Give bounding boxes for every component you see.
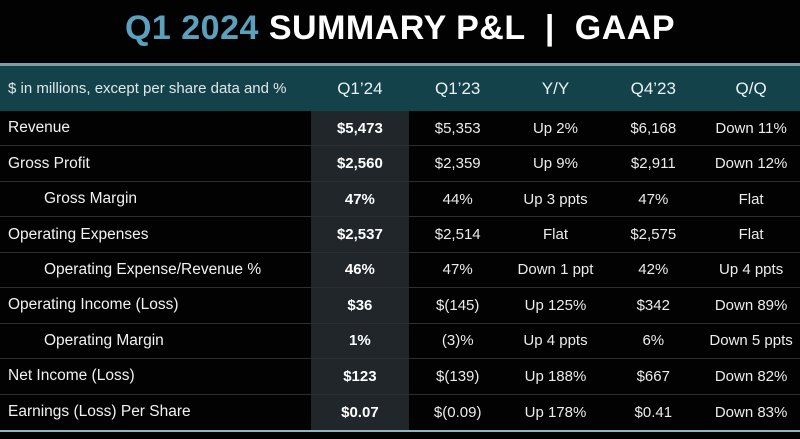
cell-qq: Down 12% <box>714 155 788 173</box>
row-label: Gross Profit <box>8 154 90 172</box>
table-row-net-income: Net Income (Loss) $123 $(139) Up 188% $6… <box>0 359 800 395</box>
cell-q1-23: 44% <box>442 190 473 208</box>
cell-yy: Up 9% <box>532 155 578 173</box>
bottom-divider <box>0 430 800 432</box>
cell-yy: Flat <box>542 226 568 244</box>
column-header-yy: Y/Y <box>541 78 570 98</box>
q1-24-column-highlight <box>311 111 409 430</box>
cell-q1-24: $2,560 <box>336 155 383 173</box>
row-label: Revenue <box>8 119 71 137</box>
cell-q1-23: $2,359 <box>434 155 481 173</box>
cell-yy: Up 2% <box>532 119 578 137</box>
cell-q1-24: $2,537 <box>336 226 383 244</box>
table-body: Revenue $5,473 $5,353 Up 2% $6,168 Down … <box>0 111 800 430</box>
cell-q1-23: $(0.09) <box>433 403 482 421</box>
cell-q4-23: 42% <box>638 261 669 279</box>
column-header-q4-23: Q4’23 <box>630 78 676 98</box>
cell-q1-24: 46% <box>344 261 375 279</box>
cell-q1-23: $(139) <box>436 367 480 385</box>
cell-q1-24: $5,473 <box>336 119 383 137</box>
cell-q4-23: $2,575 <box>630 226 677 244</box>
table-row-revenue: Revenue $5,473 $5,353 Up 2% $6,168 Down … <box>0 111 800 147</box>
cell-q1-23: $(145) <box>436 296 480 314</box>
page-title-quarter: Q1 2024 <box>124 8 259 47</box>
table-row-gross-profit: Gross Profit $2,560 $2,359 Up 9% $2,911 … <box>0 146 800 182</box>
table-row-gross-margin: Gross Margin 47% 44% Up 3 ppts 47% Flat <box>0 182 800 218</box>
row-label: Gross Margin <box>44 190 138 208</box>
cell-qq: Down 83% <box>714 403 788 421</box>
cell-yy: Up 188% <box>524 367 587 385</box>
cell-q1-23: $5,353 <box>434 119 481 137</box>
cell-yy: Up 4 ppts <box>523 332 588 350</box>
cell-q4-23: $6,168 <box>630 119 677 137</box>
cell-q4-23: $342 <box>636 296 670 314</box>
row-label: Earnings (Loss) Per Share <box>8 403 191 421</box>
cell-q1-24: $0.07 <box>341 403 379 421</box>
table-row-operating-margin: Operating Margin 1% (3)% Up 4 ppts 6% Do… <box>0 324 800 360</box>
slide-title-bar: Q1 2024 SUMMARY P&L | GAAP <box>0 0 800 56</box>
cell-q4-23: 47% <box>638 190 669 208</box>
cell-q1-23: (3)% <box>441 332 474 350</box>
table-row-eps: Earnings (Loss) Per Share $0.07 $(0.09) … <box>0 395 800 430</box>
column-header-qq: Q/Q <box>735 78 767 98</box>
cell-qq: Down 89% <box>714 296 788 314</box>
page-title-rest: SUMMARY P&L | GAAP <box>258 8 676 47</box>
table-row-operating-expenses: Operating Expenses $2,537 $2,514 Flat $2… <box>0 217 800 253</box>
cell-qq: Down 11% <box>715 119 787 137</box>
cell-q4-23: $667 <box>636 367 670 385</box>
column-header-q1-24: Q1’24 <box>337 78 383 98</box>
cell-yy: Up 3 ppts <box>523 190 588 208</box>
cell-q1-24: 1% <box>349 332 371 350</box>
page-title: Q1 2024 SUMMARY P&L | GAAP <box>125 9 675 48</box>
row-label: Operating Margin <box>44 331 164 349</box>
cell-q4-23: $0.41 <box>634 403 673 421</box>
units-note: $ in millions, except per share data and… <box>8 80 287 97</box>
column-header-q1-23: Q1’23 <box>435 78 481 98</box>
cell-yy: Down 1 ppt <box>517 261 594 279</box>
cell-qq: Flat <box>738 190 764 208</box>
row-label: Net Income (Loss) <box>8 367 135 385</box>
cell-qq: Down 5 ppts <box>709 332 793 350</box>
table-header-row: $ in millions, except per share data and… <box>0 63 800 111</box>
cell-q4-23: $2,911 <box>630 155 676 173</box>
table-row-operating-income: Operating Income (Loss) $36 $(145) Up 12… <box>0 288 800 324</box>
cell-q1-23: 47% <box>442 261 473 279</box>
cell-q1-24: $36 <box>347 296 373 314</box>
cell-qq: Flat <box>738 226 764 244</box>
row-label: Operating Income (Loss) <box>8 296 179 314</box>
row-label: Operating Expense/Revenue % <box>44 260 262 278</box>
cell-q4-23: 6% <box>642 332 665 350</box>
cell-qq: Down 82% <box>714 367 788 385</box>
cell-yy: Up 125% <box>524 296 587 314</box>
cell-qq: Up 4 ppts <box>718 261 784 279</box>
table-row-opex-revenue-pct: Operating Expense/Revenue % 46% 47% Down… <box>0 253 800 289</box>
cell-q1-24: 47% <box>344 190 375 208</box>
cell-yy: Up 178% <box>524 403 587 421</box>
cell-q1-23: $2,514 <box>434 226 481 244</box>
cell-q1-24: $123 <box>343 367 377 385</box>
row-label: Operating Expenses <box>8 225 149 243</box>
